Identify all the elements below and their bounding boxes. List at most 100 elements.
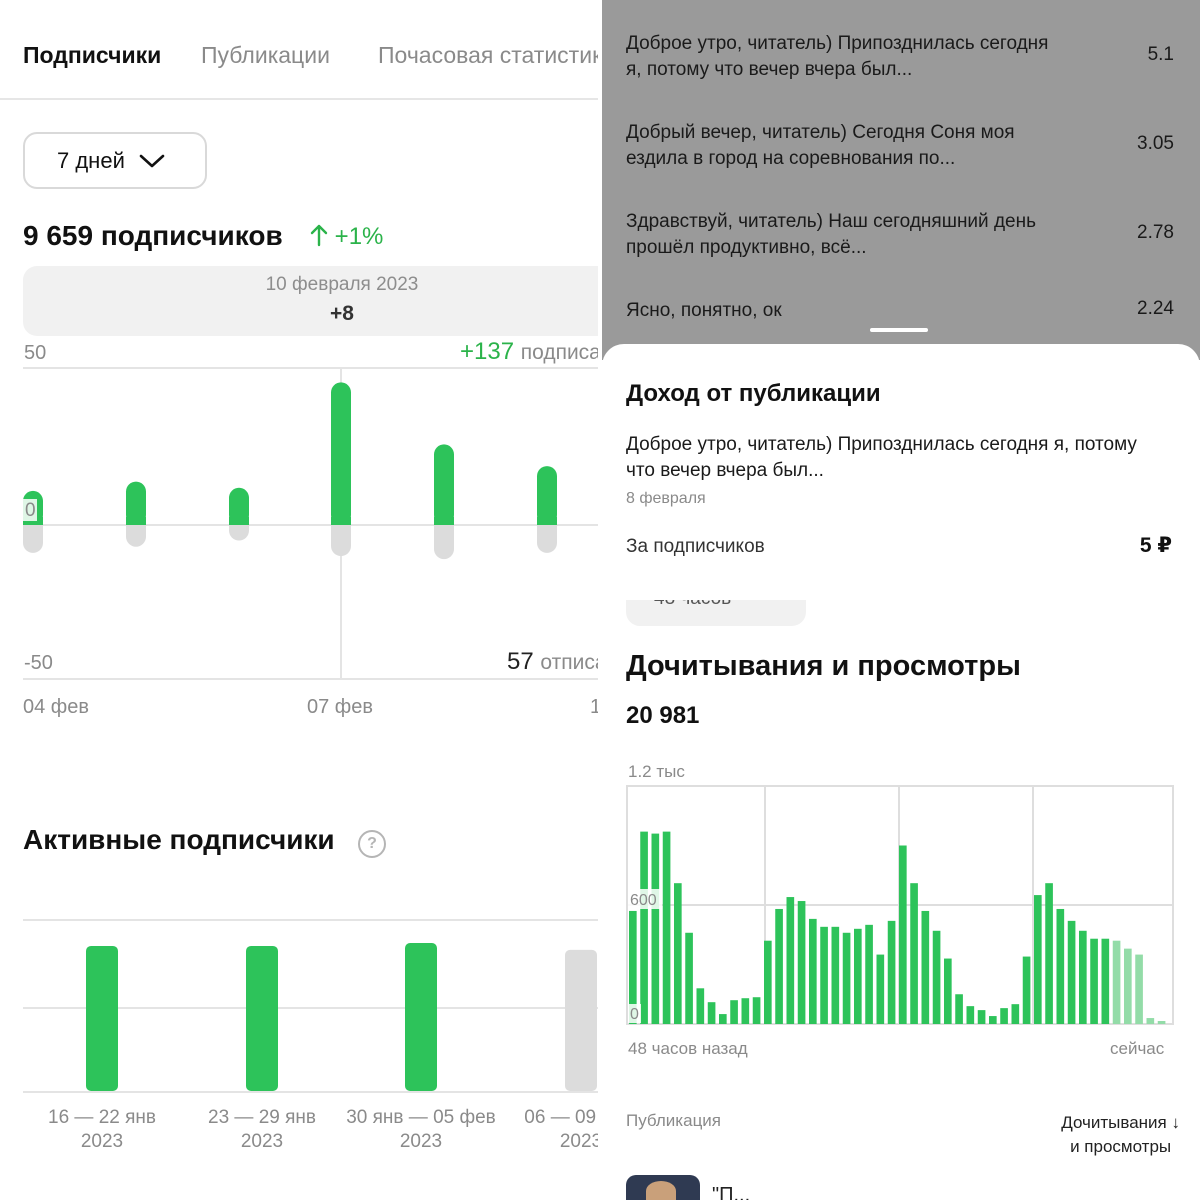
- tooltip-value: +8: [330, 302, 354, 325]
- publication-title-partial[interactable]: "П...: [712, 1184, 751, 1200]
- list-header-sort[interactable]: Дочитывания ↓ и просмотры: [1061, 1111, 1180, 1159]
- hour-bar: [741, 998, 750, 1024]
- reads-views-total: 20 981: [626, 702, 700, 729]
- hour-bar: [831, 926, 840, 1024]
- hour-bar: [977, 1010, 986, 1024]
- unsubscribed-total-unit: отписались: [540, 651, 598, 674]
- hour-bar: [752, 997, 761, 1024]
- reads-views-chart[interactable]: 600 0: [626, 784, 1174, 1026]
- bar-active-week: [86, 945, 118, 1091]
- hour-bar: [719, 1014, 727, 1024]
- bar-subscribed-base: [229, 517, 249, 525]
- chart-tooltip: 10 февраля 2023 +8: [23, 266, 598, 336]
- week-label: 16 — 22 янв 2023: [17, 1106, 187, 1154]
- hour-bar: [696, 988, 705, 1024]
- help-icon[interactable]: ?: [358, 830, 386, 858]
- hour-bar: [809, 918, 817, 1024]
- x-axis-right-label: сейчас: [1110, 1039, 1165, 1058]
- income-value: 5 ₽: [1139, 534, 1172, 557]
- y-axis-zero-label: 0: [630, 1006, 639, 1023]
- hour-bar: [910, 883, 918, 1024]
- week-label: 06 — 09 фев 2023: [496, 1106, 598, 1154]
- tab-hourly-stats[interactable]: Почасовая статистика: [378, 42, 598, 68]
- reads-views-title: Дочитывания и просмотры: [626, 650, 1021, 682]
- subscribers-count: 9 659 подписчиков: [23, 220, 283, 251]
- week-year: 2023: [559, 1131, 598, 1152]
- list-header-publication: Публикация: [626, 1111, 722, 1130]
- income-bottom-sheet: Доход от публикации Доброе утро, читател…: [602, 344, 1200, 606]
- hour-bar: [887, 920, 896, 1024]
- week-range: 30 янв — 05 фев: [346, 1107, 496, 1128]
- y-axis-bottom-label: -50: [24, 652, 53, 674]
- hour-bar: [899, 845, 907, 1024]
- publication-value: 3.05: [1137, 133, 1174, 154]
- hour-bar: [1000, 1008, 1008, 1024]
- bar-subscribed-base: [537, 517, 557, 525]
- hour-bar: [707, 1002, 716, 1024]
- publication-title: Здравствуй, читатель) Наш сегодняшний де…: [626, 211, 1036, 258]
- hour-bar: [651, 833, 660, 1024]
- tab-subscribers[interactable]: Подписчики: [23, 42, 162, 68]
- bar-subscribed: [126, 481, 146, 525]
- list-header-sort-line1: Дочитывания ↓: [1061, 1113, 1180, 1132]
- hour-bar: [932, 930, 941, 1024]
- bar-subscribed: [331, 382, 351, 525]
- hour-bar: [1079, 930, 1087, 1024]
- week-label: 30 янв — 05 фев 2023: [336, 1106, 506, 1154]
- hour-bar: [820, 926, 828, 1024]
- x-axis-left-label: 48 часов назад: [628, 1039, 748, 1058]
- hour-bar: [1045, 883, 1053, 1024]
- period-dropdown[interactable]: 7 дней: [23, 132, 207, 189]
- hour-bar: [865, 924, 873, 1024]
- hour-bar: [989, 1016, 997, 1024]
- hour-bar: [786, 897, 795, 1024]
- hour-bar: [1101, 938, 1110, 1024]
- bar-subscribed: [537, 466, 557, 525]
- y-zero-label-bg: [628, 1004, 641, 1023]
- hour-bar: [764, 940, 772, 1024]
- y-mid-label-bg: [628, 889, 662, 909]
- period-label: 7 дней: [57, 147, 125, 173]
- income-title: Доход от публикации: [626, 380, 881, 407]
- hour-bar: [1022, 956, 1031, 1024]
- week-year: 2023: [399, 1131, 443, 1152]
- publication-title: Ясно, понятно, ок: [626, 300, 782, 321]
- publication-title: Доброе утро, читатель) Припозднилась сег…: [626, 33, 1049, 80]
- hour-bar: [1034, 895, 1042, 1024]
- active-subscribers-title: Активные подписчики: [23, 824, 335, 855]
- bar-subscribed: [434, 444, 454, 525]
- hour-bar: [1157, 1021, 1166, 1024]
- subscribers-panel: Подписчики Публикации Почасовая статисти…: [0, 0, 598, 1200]
- hour-bar: [640, 831, 648, 1024]
- y-axis-zero-label: 0: [25, 500, 36, 521]
- hour-bar: [842, 932, 851, 1024]
- y-zero-label-bg: [23, 499, 37, 521]
- publication-value: 5.1: [1147, 44, 1174, 65]
- period-chip[interactable]: 48 часов: [626, 600, 806, 626]
- subscribers-change-value: +1%: [334, 223, 384, 250]
- hour-bar: [1011, 1004, 1020, 1024]
- bar-unsubscribed: [331, 515, 351, 556]
- publication-thumbnail[interactable]: [626, 1175, 700, 1200]
- subscribed-total: +137 подписались: [460, 338, 598, 366]
- tooltip-date: 10 февраля 2023: [265, 274, 419, 295]
- active-subscribers-chart[interactable]: [0, 910, 598, 1100]
- publication-value: 2.78: [1137, 222, 1174, 243]
- week-range: 06 — 09 фев: [524, 1107, 598, 1128]
- hour-bar: [854, 928, 862, 1024]
- bar-active-week: [405, 943, 437, 1091]
- hour-bar: [921, 910, 930, 1024]
- tabs-bar: Подписчики Публикации Почасовая статисти…: [0, 0, 598, 100]
- hour-bar: [944, 958, 952, 1024]
- subscribers-chart[interactable]: 0: [0, 360, 598, 680]
- income-publication: Доброе утро, читатель) Припозднилась сег…: [626, 434, 1137, 481]
- hour-bar: [1112, 940, 1121, 1024]
- hour-bar: [797, 901, 806, 1024]
- tab-publications[interactable]: Публикации: [201, 42, 330, 68]
- hour-bar: [674, 883, 682, 1024]
- bar-subscribed-base: [126, 517, 146, 525]
- arrow-up-icon: [310, 224, 328, 247]
- sheet-drag-handle[interactable]: [870, 328, 928, 332]
- publication-stats-panel: Доброе утро, читатель) Припозднилась сег…: [602, 0, 1200, 1200]
- panel-divider: [598, 0, 602, 1200]
